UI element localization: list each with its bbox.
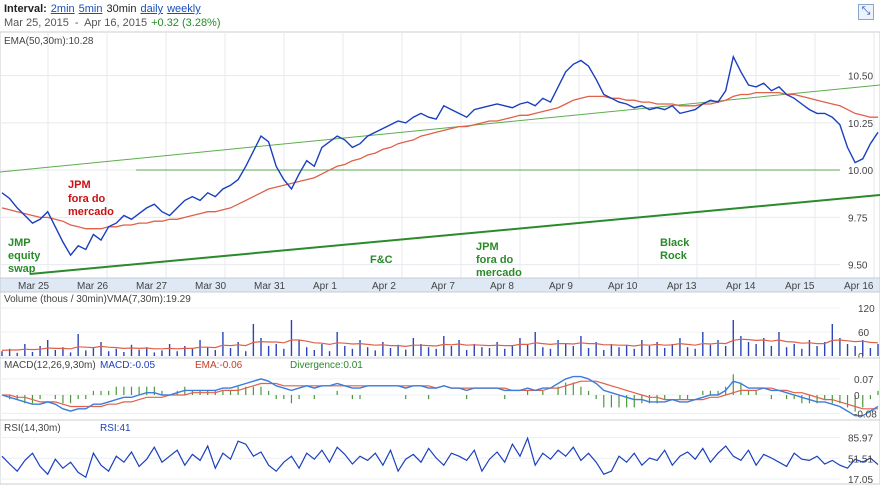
x-tick-label: Mar 30 — [195, 281, 227, 292]
ema-legend: EMA(50,30m):10.28 — [4, 36, 94, 47]
macd-y-tick: 0 — [854, 391, 860, 402]
x-tick-label: Apr 9 — [549, 281, 573, 292]
interval-30min-current: 30min — [106, 3, 137, 15]
rsi-legend: RSI(14,30m) — [4, 423, 61, 434]
x-tick-label: Apr 2 — [372, 281, 396, 292]
annot-jmp-1: JMP — [8, 237, 30, 249]
annot-br-2: Rock — [660, 250, 688, 262]
rsi-y-tick: 51.51 — [848, 454, 873, 465]
rsi-line — [1, 436, 879, 479]
price-y-tick: 10.25 — [848, 119, 873, 130]
interval-daily-link[interactable]: daily — [140, 3, 164, 15]
annot-black-rock: Black Rock — [660, 237, 692, 262]
interval-5min-link[interactable]: 5min — [78, 3, 103, 15]
annot-jmp-swap: JMP equity swap — [8, 237, 43, 275]
annot-br-1: Black — [660, 237, 690, 249]
volume-panel: Volume (thous / 30min)VMA(7,30m):19.29 1… — [0, 291, 880, 363]
vma-line — [1, 338, 879, 351]
annot-jpm1-2: fora do — [68, 193, 106, 205]
x-tick-label: Apr 15 — [785, 281, 815, 292]
x-tick-label: Apr 8 — [490, 281, 514, 292]
volume-grid — [0, 307, 840, 357]
macd-y-tick: 0.07 — [854, 375, 874, 386]
annot-jmp-2: equity — [8, 250, 41, 262]
x-tick-label: Apr 13 — [667, 281, 697, 292]
date-range: Mar 25, 2015 - Apr 16, 2015 — [4, 17, 148, 29]
x-tick-label: Mar 25 — [18, 281, 50, 292]
macd-ema-value: EMA:-0.06 — [195, 360, 243, 371]
annot-jpm2-1: JPM — [476, 241, 499, 253]
x-tick-label: Apr 16 — [844, 281, 874, 292]
x-tick-label: Apr 1 — [313, 281, 337, 292]
rsi-grid — [0, 437, 840, 480]
macd-y-axis: 0.07 0 -0.08 — [854, 375, 877, 421]
macd-value: MACD:-0.05 — [100, 360, 155, 371]
price-y-tick: 9.75 — [848, 213, 868, 224]
x-tick-label: Mar 31 — [254, 281, 286, 292]
annot-jpm1-1: JPM — [68, 179, 91, 191]
price-y-tick: 10.50 — [848, 72, 873, 83]
price-grid — [0, 32, 875, 278]
x-tick-label: Mar 26 — [77, 281, 109, 292]
rsi-value: RSI:41 — [100, 423, 131, 434]
interval-2min-link[interactable]: 2min — [50, 3, 75, 15]
x-tick-label: Apr 10 — [608, 281, 638, 292]
macd-divergence-value: Divergence:0.01 — [290, 360, 363, 371]
macd-line — [1, 375, 879, 417]
rsi-panel: RSI(14,30m) RSI:41 85.97 51.51 17.05 — [0, 419, 880, 485]
annot-jpm-2: JPM fora do mercado — [476, 241, 522, 279]
x-tick-label: Apr 7 — [431, 281, 455, 292]
rsi-y-tick: 17.05 — [848, 475, 873, 485]
price-change: +0.32 (3.28%) — [151, 17, 221, 29]
x-tick-label: Mar 27 — [136, 281, 168, 292]
interval-label: Interval: — [4, 3, 47, 15]
macd-y-tick: -0.08 — [854, 409, 877, 420]
volume-y-tick: 60 — [858, 328, 870, 339]
price-frame — [0, 31, 880, 279]
annot-jpm-1: JPM fora do mercado — [68, 179, 114, 218]
volume-y-tick: 120 — [858, 304, 875, 315]
macd-legend: MACD(12,26,9,30m) — [4, 360, 96, 371]
rsi-y-tick: 85.97 — [848, 434, 873, 445]
price-y-axis: 10.50 10.25 10.00 9.75 9.50 — [848, 72, 873, 272]
price-y-tick: 9.50 — [848, 261, 868, 272]
x-tick-label: Apr 14 — [726, 281, 756, 292]
annot-jpm1-3: mercado — [68, 206, 114, 218]
annot-fc: F&C — [370, 254, 393, 266]
interval-weekly-link[interactable]: weekly — [167, 3, 201, 15]
rsi-y-axis: 85.97 51.51 17.05 — [848, 434, 873, 485]
rsi-frame — [0, 419, 880, 485]
annot-jpm2-3: mercado — [476, 267, 522, 279]
interval-bar: Interval: 2min 5min 30min daily weekly — [4, 3, 201, 15]
price-panel: EMA(50,30m):10.28 10.50 10.25 10.00 9.75 9.5… — [0, 31, 880, 279]
lower-trend-line — [29, 194, 880, 275]
upper-trend-line — [0, 84, 880, 173]
annot-jmp-3: swap — [8, 263, 36, 275]
ema-line — [1, 91, 878, 230]
volume-legend: Volume (thous / 30min)VMA(7,30m):19.29 — [4, 294, 191, 305]
macd-panel: MACD(12,26,9,30m) MACD:-0.05 EMA:-0.06 D… — [0, 357, 880, 421]
volume-bars — [1, 320, 879, 356]
chart-header: Interval: 2min 5min 30min daily weekly Mar 25… — [0, 0, 880, 32]
price-line — [1, 54, 879, 257]
range-line: Mar 25, 2015 - Apr 16, 2015 +0.32 (3.28%) — [4, 17, 221, 29]
price-y-tick: 10.00 — [848, 166, 873, 177]
zoom-icon[interactable]: ⤡ — [858, 4, 874, 20]
annot-jpm2-2: fora do — [476, 254, 514, 266]
x-axis: Mar 25 Mar 26 Mar 27 Mar 30 Mar 31 Apr 1 Apr 2… — [0, 277, 880, 293]
